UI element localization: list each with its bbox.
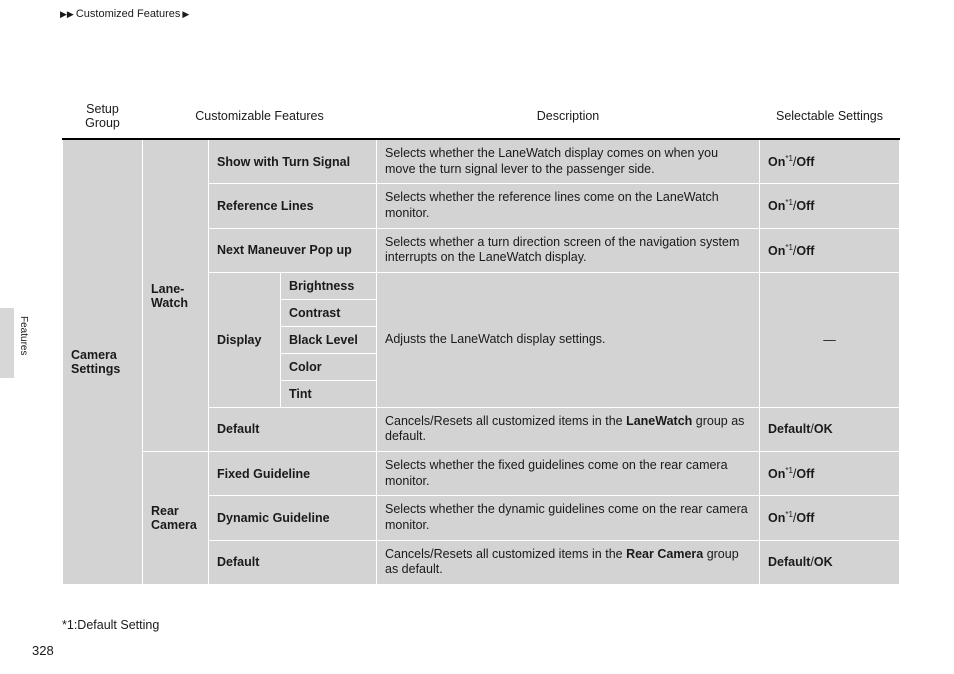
group-camera-settings: Camera Settings (63, 139, 143, 584)
desc-fixed-guideline: Selects whether the fixed guidelines com… (377, 452, 760, 496)
feature-contrast: Contrast (281, 299, 377, 326)
subgroup-rear-camera: Rear Camera (143, 452, 209, 585)
desc-display: Adjusts the LaneWatch display settings. (377, 272, 760, 407)
features-table: Setup Group Customizable Features Descri… (62, 96, 900, 585)
feature-show-turn-signal: Show with Turn Signal (209, 139, 377, 184)
col-setup: Setup Group (63, 96, 143, 139)
breadcrumb-arrow-right: ▶ (182, 9, 189, 20)
col-features: Customizable Features (143, 96, 377, 139)
feature-display: Display (209, 272, 281, 407)
feature-default-lanewatch: Default (209, 407, 377, 451)
page-number: 328 (32, 643, 54, 658)
sel-dynamic-guideline: On*1/Off (760, 496, 900, 540)
feature-next-maneuver: Next Maneuver Pop up (209, 228, 377, 272)
col-selectable: Selectable Settings (760, 96, 900, 139)
sel-next-maneuver: On*1/Off (760, 228, 900, 272)
table-header-row: Setup Group Customizable Features Descri… (63, 96, 900, 139)
desc-reference-lines: Selects whether the reference lines come… (377, 184, 760, 228)
col-description: Description (377, 96, 760, 139)
breadcrumb-arrow-left: ▶▶ (60, 9, 74, 20)
sel-default-lanewatch: Default/OK (760, 407, 900, 451)
feature-brightness: Brightness (281, 272, 377, 299)
sel-show-turn-signal: On*1/Off (760, 139, 900, 184)
table-row: Rear Camera Fixed Guideline Selects whet… (63, 452, 900, 496)
desc-default-lanewatch: Cancels/Resets all customized items in t… (377, 407, 760, 451)
sel-reference-lines: On*1/Off (760, 184, 900, 228)
subgroup-lanewatch: Lane- Watch (143, 139, 209, 452)
breadcrumb-label: Customized Features (76, 8, 181, 20)
desc-next-maneuver: Selects whether a turn direction screen … (377, 228, 760, 272)
side-tab-label: Features (18, 316, 29, 355)
feature-color: Color (281, 353, 377, 380)
sel-default-rear: Default/OK (760, 540, 900, 584)
table-row: Camera Settings Lane- Watch Show with Tu… (63, 139, 900, 184)
feature-dynamic-guideline: Dynamic Guideline (209, 496, 377, 540)
desc-dynamic-guideline: Selects whether the dynamic guidelines c… (377, 496, 760, 540)
feature-reference-lines: Reference Lines (209, 184, 377, 228)
footnote: *1:Default Setting (62, 618, 159, 632)
feature-fixed-guideline: Fixed Guideline (209, 452, 377, 496)
desc-default-rear: Cancels/Resets all customized items in t… (377, 540, 760, 584)
feature-black-level: Black Level (281, 326, 377, 353)
breadcrumb: ▶▶ Customized Features ▶ (60, 8, 189, 20)
sel-fixed-guideline: On*1/Off (760, 452, 900, 496)
sel-display: — (760, 272, 900, 407)
side-tab (0, 308, 14, 378)
feature-tint: Tint (281, 380, 377, 407)
feature-default-rear: Default (209, 540, 377, 584)
desc-show-turn-signal: Selects whether the LaneWatch display co… (377, 139, 760, 184)
